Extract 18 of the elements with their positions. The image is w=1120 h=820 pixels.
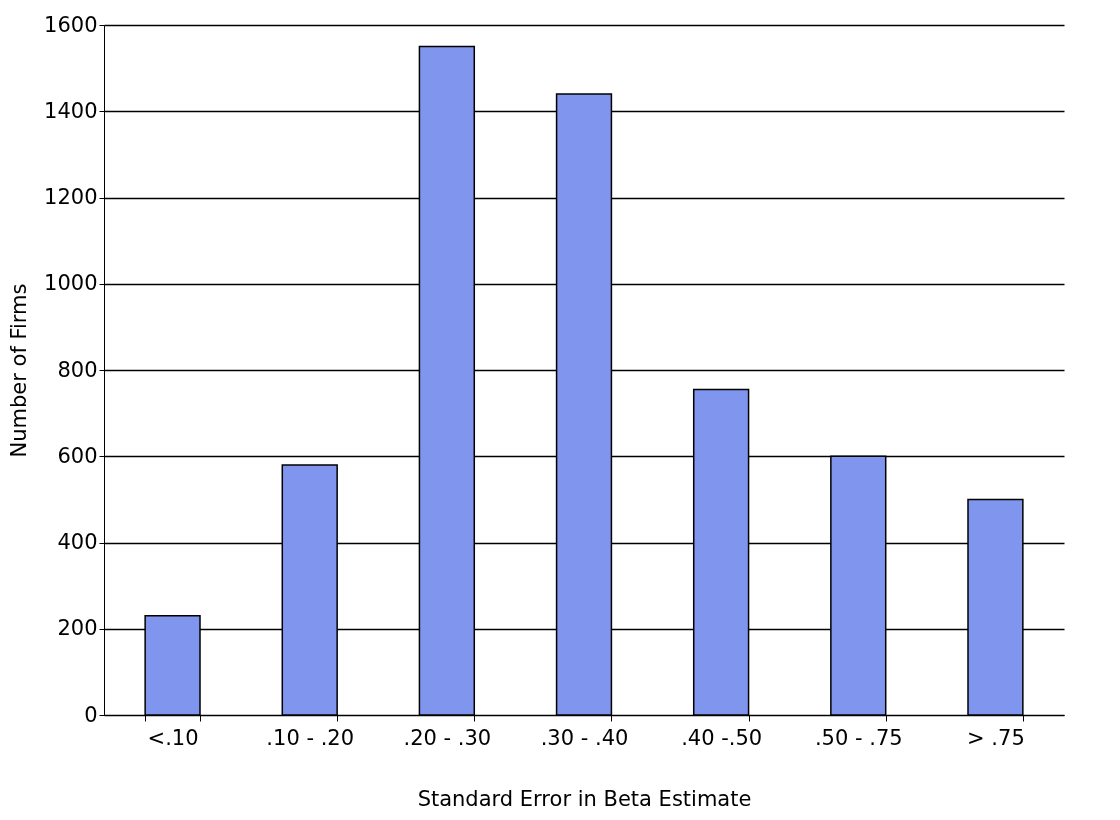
- y-tick-label: 1400: [44, 98, 98, 123]
- y-tick-label: 200: [57, 616, 98, 641]
- x-tick-label: > .75: [967, 725, 1025, 750]
- x-tick-label: .40 -.50: [681, 725, 763, 750]
- y-tick-label: 400: [57, 530, 98, 554]
- x-tick-label: .10 - .20: [266, 725, 355, 750]
- x-axis-title: Standard Error in Beta Estimate: [417, 786, 752, 811]
- y-tick-label: 600: [57, 443, 98, 468]
- y-tick-label: 1600: [44, 12, 98, 37]
- y-tick-label: 0: [84, 702, 98, 727]
- x-tick-label: .20 - .30: [403, 725, 492, 750]
- x-tick-label: <.10: [147, 725, 199, 750]
- y-axis-title: Number of Firms: [7, 283, 32, 458]
- x-tick-label: .50 - .75: [814, 725, 903, 750]
- y-tick-label: 1000: [44, 271, 98, 296]
- y-tick-label: 800: [57, 357, 98, 382]
- x-tick-label: .30 - .40: [540, 725, 629, 750]
- y-tick-label: 1200: [44, 185, 98, 209]
